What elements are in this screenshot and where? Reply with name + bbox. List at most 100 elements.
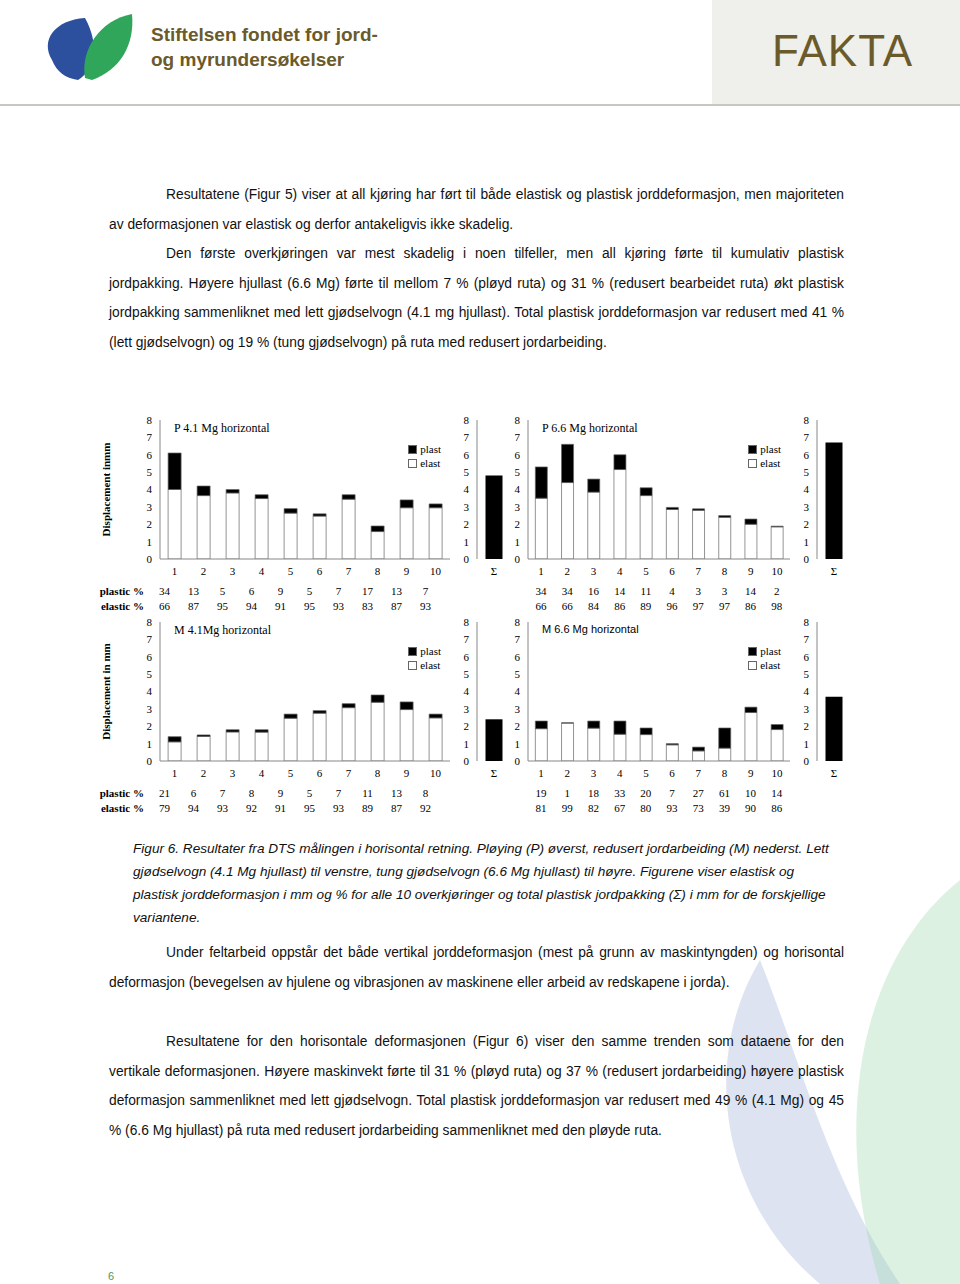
svg-text:Σ: Σ [831,565,837,577]
svg-text:2: 2 [147,518,153,530]
svg-text:6: 6 [317,767,323,779]
svg-text:6: 6 [515,449,521,461]
svg-text:0: 0 [147,755,153,767]
svg-text:2: 2 [464,518,470,530]
svg-text:2: 2 [515,518,521,530]
svg-text:2: 2 [201,767,207,779]
svg-text:1: 1 [538,767,544,779]
svg-text:5: 5 [643,565,649,577]
svg-text:1: 1 [147,738,153,750]
svg-text:9: 9 [404,565,410,577]
svg-text:0: 0 [515,755,521,767]
svg-text:7: 7 [696,565,702,577]
svg-text:7: 7 [464,431,470,443]
svg-text:0: 0 [515,553,521,565]
svg-text:3: 3 [804,703,810,715]
svg-text:3: 3 [464,501,470,513]
svg-text:3: 3 [591,767,597,779]
svg-text:5: 5 [147,668,153,680]
svg-text:5: 5 [643,767,649,779]
svg-text:8: 8 [464,414,470,426]
svg-text:0: 0 [147,553,153,565]
svg-text:6: 6 [515,651,521,663]
svg-text:5: 5 [804,466,810,478]
svg-text:1: 1 [515,536,521,548]
svg-text:2: 2 [147,720,153,732]
svg-text:3: 3 [515,703,521,715]
svg-text:2: 2 [804,518,810,530]
svg-text:5: 5 [147,466,153,478]
svg-text:8: 8 [515,414,521,426]
svg-text:1: 1 [515,738,521,750]
svg-text:7: 7 [346,767,352,779]
svg-text:4: 4 [515,483,521,495]
svg-text:9: 9 [404,767,410,779]
svg-text:Σ: Σ [491,565,497,577]
svg-text:4: 4 [464,685,470,697]
svg-text:3: 3 [230,767,236,779]
svg-text:7: 7 [147,431,153,443]
svg-text:8: 8 [804,414,810,426]
svg-text:4: 4 [515,685,521,697]
svg-text:7: 7 [346,565,352,577]
svg-text:8: 8 [722,767,728,779]
svg-text:1: 1 [538,565,544,577]
svg-text:4: 4 [147,483,153,495]
svg-text:1: 1 [172,565,178,577]
svg-text:1: 1 [147,536,153,548]
svg-text:Displacement inmm: Displacement inmm [100,443,112,537]
svg-text:2: 2 [515,720,521,732]
svg-text:Displacement in mm: Displacement in mm [100,643,112,740]
svg-text:6: 6 [669,565,675,577]
svg-text:4: 4 [147,685,153,697]
svg-text:3: 3 [230,565,236,577]
svg-text:5: 5 [515,466,521,478]
svg-text:Σ: Σ [491,767,497,779]
svg-text:10: 10 [430,767,442,779]
svg-text:2: 2 [804,720,810,732]
svg-text:3: 3 [464,703,470,715]
svg-text:4: 4 [259,565,265,577]
svg-text:6: 6 [669,767,675,779]
svg-text:5: 5 [288,565,294,577]
svg-text:3: 3 [591,565,597,577]
svg-text:6: 6 [317,565,323,577]
svg-text:4: 4 [804,685,810,697]
svg-text:7: 7 [515,431,521,443]
svg-text:2: 2 [565,565,571,577]
svg-text:4: 4 [464,483,470,495]
svg-text:2: 2 [464,720,470,732]
svg-text:10: 10 [771,767,783,779]
svg-text:8: 8 [515,616,521,628]
svg-text:5: 5 [464,668,470,680]
svg-text:6: 6 [804,651,810,663]
svg-text:5: 5 [288,767,294,779]
svg-text:1: 1 [804,536,810,548]
svg-text:5: 5 [804,668,810,680]
svg-text:8: 8 [147,414,153,426]
svg-text:8: 8 [147,616,153,628]
svg-text:4: 4 [259,767,265,779]
svg-text:8: 8 [375,565,381,577]
svg-text:7: 7 [464,633,470,645]
svg-text:5: 5 [515,668,521,680]
svg-text:8: 8 [722,565,728,577]
svg-text:8: 8 [804,616,810,628]
svg-text:7: 7 [515,633,521,645]
svg-text:4: 4 [617,767,623,779]
svg-text:1: 1 [172,767,178,779]
svg-text:0: 0 [464,553,470,565]
svg-text:7: 7 [804,633,810,645]
svg-text:9: 9 [748,767,754,779]
svg-text:1: 1 [464,536,470,548]
svg-text:4: 4 [804,483,810,495]
svg-text:10: 10 [430,565,442,577]
svg-text:7: 7 [804,431,810,443]
svg-text:5: 5 [464,466,470,478]
svg-text:6: 6 [147,449,153,461]
svg-text:8: 8 [375,767,381,779]
svg-text:6: 6 [147,651,153,663]
svg-text:7: 7 [147,633,153,645]
svg-text:8: 8 [464,616,470,628]
svg-text:6: 6 [464,651,470,663]
